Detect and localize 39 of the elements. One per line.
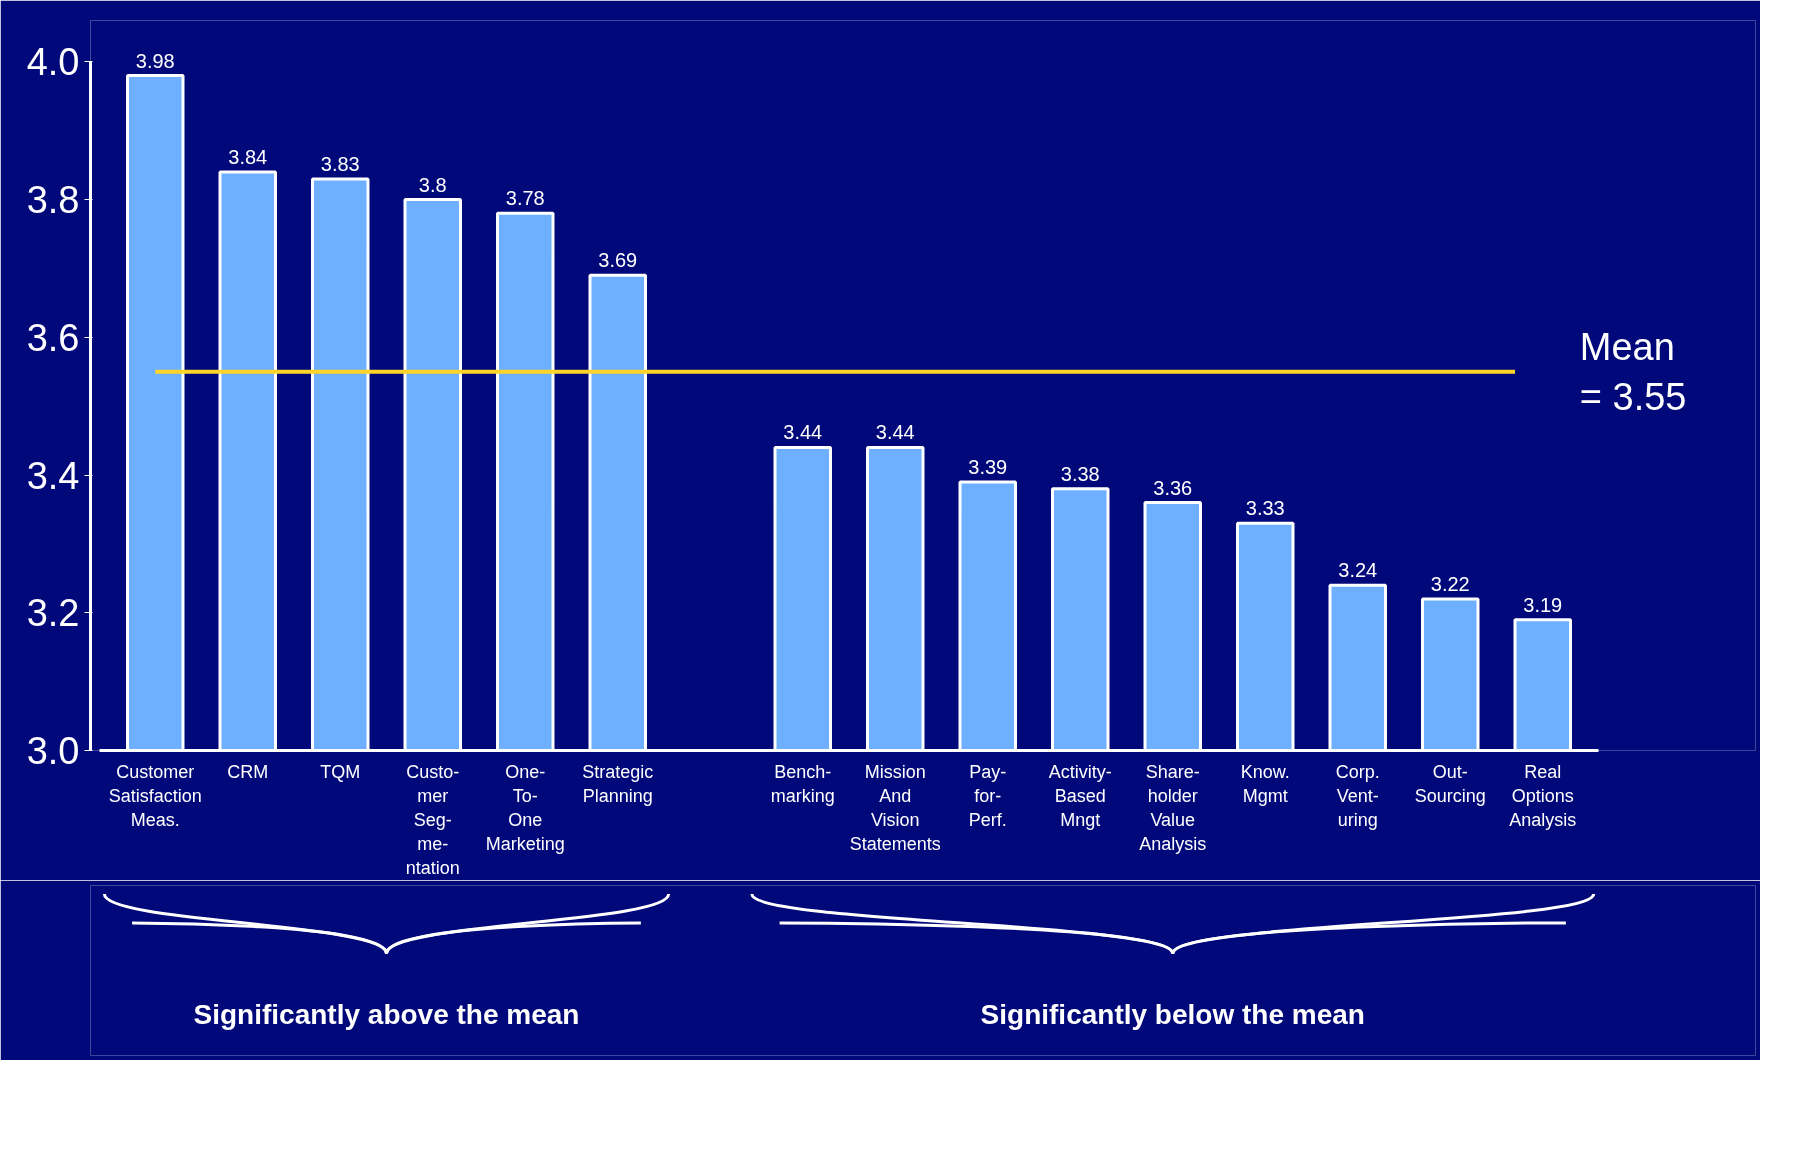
data-label: 3.44 (875, 421, 915, 444)
y-tick-label: 3.4 (26, 454, 80, 497)
data-label: 3.98 (135, 49, 175, 72)
data-label: 3.83 (320, 152, 360, 175)
x-tick-label: Strategic Planning (582, 761, 654, 806)
y-tick-label: 3.8 (26, 179, 80, 222)
text: Significantly above the mean (193, 999, 580, 1030)
data-label: 3.69 (598, 249, 638, 272)
x-tick-label: Corp. Vent- uring (1335, 761, 1380, 830)
x-tick-label: Share- holder Value Analysis (1139, 761, 1207, 854)
data-label: 3.39 (968, 455, 1008, 478)
x-tick-label: Real Options Analysis (1509, 761, 1577, 830)
data-label: 3.22 (1430, 572, 1470, 595)
x-tick-label: Activity- Based Mngt (1048, 761, 1112, 830)
x-tick-label: One- To- One Marketing (485, 761, 565, 854)
y-tick-label: 3.6 (26, 316, 80, 359)
data-label: 3.24 (1338, 559, 1378, 582)
x-tick-label: TQM (320, 761, 361, 782)
ref-line-label: Mean = 3.55 (1579, 325, 1687, 418)
y-tick-label: 4.0 (26, 41, 80, 84)
x-tick-label: Know. Mgmt (1240, 761, 1290, 806)
x-tick-label: Mission And Vision Statements (849, 761, 941, 854)
y-tick-label: 3.0 (26, 730, 80, 772)
x-tick-label: Customer Satisfaction Meas. (108, 761, 202, 830)
text: Significantly below the mean (980, 999, 1365, 1030)
x-tick-label: Custo- mer Seg- me- ntation (405, 761, 460, 878)
x-tick-label: CRM (227, 761, 269, 782)
data-label: 3.19 (1523, 593, 1563, 616)
x-tick-label: Pay- for- Perf. (968, 761, 1007, 830)
data-label: 3.44 (783, 421, 823, 444)
y-tick-label: 3.2 (26, 592, 80, 635)
data-label: 3.8 (418, 173, 447, 196)
data-label: 3.38 (1060, 462, 1100, 485)
data-label: 3.36 (1153, 476, 1193, 499)
data-label: 3.78 (505, 187, 545, 210)
data-label: 3.84 (228, 146, 268, 169)
data-label: 3.33 (1245, 497, 1285, 520)
x-tick-label: Bench- marking (770, 761, 835, 806)
x-tick-label: Out- Sourcing (1414, 761, 1486, 806)
